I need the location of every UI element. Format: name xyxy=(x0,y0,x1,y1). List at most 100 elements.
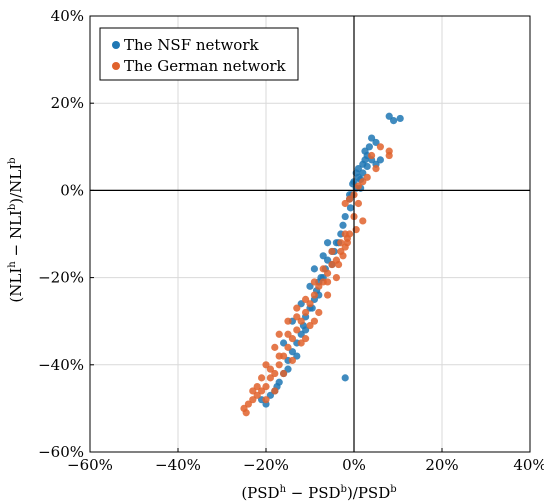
data-point-german xyxy=(297,317,305,325)
data-point-german xyxy=(284,317,292,325)
data-point-german xyxy=(354,199,362,208)
data-point-german xyxy=(284,343,292,351)
legend-marker-nsf xyxy=(112,41,120,49)
data-point-nsf xyxy=(284,365,292,373)
data-point-nsf xyxy=(385,112,393,120)
y-tick-label: −60% xyxy=(38,443,84,461)
legend-label-german: The German network xyxy=(124,57,287,75)
data-point-german xyxy=(335,260,343,269)
data-point-nsf xyxy=(341,212,349,221)
data-point-german xyxy=(240,404,248,412)
data-point-german xyxy=(368,151,376,160)
y-tick-label: 40% xyxy=(51,7,84,25)
data-point-german xyxy=(332,274,340,282)
data-point-nsf xyxy=(363,162,371,171)
data-point-german xyxy=(271,369,279,378)
y-axis-label: (NLIh − NLIb)/NLIb xyxy=(7,157,25,302)
data-point-german xyxy=(341,243,349,251)
legend: The NSF network The German network xyxy=(99,27,299,81)
data-point-german xyxy=(302,295,310,303)
data-point-german xyxy=(315,282,323,290)
data-point-nsf xyxy=(346,204,355,212)
data-point-german xyxy=(271,343,279,351)
y-tick-label: 20% xyxy=(51,94,84,112)
data-point-german xyxy=(359,178,367,186)
data-point-german xyxy=(310,291,318,299)
data-point-german xyxy=(275,352,283,360)
data-point-german xyxy=(253,383,261,391)
data-point-nsf xyxy=(306,282,314,290)
plot-frame xyxy=(89,15,531,453)
reference-lines xyxy=(90,16,530,452)
data-point-german xyxy=(253,391,261,399)
x-tick-label: 0% xyxy=(342,456,366,474)
data-point-german xyxy=(275,330,283,338)
data-point-german xyxy=(262,396,270,404)
y-tick-label: −20% xyxy=(38,269,84,287)
data-point-german xyxy=(306,321,314,330)
x-tick-label: 20% xyxy=(425,456,458,474)
data-point-german xyxy=(262,383,270,391)
data-point-german xyxy=(354,182,362,190)
data-point-german xyxy=(280,369,288,378)
data-point-german xyxy=(324,291,332,299)
x-tick-label: −60% xyxy=(67,456,113,474)
data-point-german xyxy=(244,400,252,408)
data-point-nsf xyxy=(341,374,349,382)
x-tick-label: −20% xyxy=(243,456,289,474)
data-point-nsf xyxy=(310,265,318,273)
data-point-nsf xyxy=(319,252,327,260)
data-point-nsf xyxy=(376,156,384,164)
data-point-german xyxy=(302,335,310,343)
data-point-german xyxy=(346,195,354,203)
data-point-german xyxy=(376,143,384,151)
data-point-german xyxy=(293,326,301,334)
data-point-nsf xyxy=(288,348,296,356)
legend-label-nsf: The NSF network xyxy=(124,36,259,54)
data-point-german xyxy=(341,199,349,208)
x-tick-label: −40% xyxy=(155,456,201,474)
data-point-nsf xyxy=(266,391,274,399)
data-point-german xyxy=(271,387,279,395)
data-point-german xyxy=(266,365,274,373)
data-point-german xyxy=(310,317,318,325)
data-point-german xyxy=(288,335,296,343)
y-tick-label: 0% xyxy=(60,181,84,199)
data-point-nsf xyxy=(339,221,347,229)
legend-box xyxy=(99,27,299,81)
data-point-german xyxy=(284,330,292,338)
data-point-german xyxy=(328,247,336,256)
data-point-german xyxy=(372,165,380,173)
data-point-german xyxy=(288,356,296,365)
data-point-german xyxy=(249,387,257,395)
data-point-nsf xyxy=(361,156,369,164)
data-point-german xyxy=(258,374,266,382)
x-axis-ticks: −60% −40% −20% 0% 20% 40% xyxy=(67,448,544,474)
y-tick-label: −40% xyxy=(38,356,84,374)
data-point-nsf xyxy=(280,339,288,347)
data-point-nsf xyxy=(372,138,380,147)
data-point-german xyxy=(385,151,393,160)
data-point-german xyxy=(337,239,345,247)
data-point-nsf xyxy=(390,117,398,125)
data-point-german xyxy=(275,361,283,369)
data-point-german xyxy=(266,374,274,382)
data-point-german xyxy=(262,361,270,369)
legend-marker-german xyxy=(112,62,120,70)
y-axis-ticks: −60% −40% −20% 0% 20% 40% xyxy=(38,7,94,461)
grid-lines xyxy=(89,15,531,453)
data-point-german xyxy=(293,304,301,312)
data-point-german xyxy=(363,173,371,181)
data-point-nsf xyxy=(297,330,305,338)
data-point-german xyxy=(328,260,336,269)
data-point-german xyxy=(339,252,347,260)
data-point-german xyxy=(359,217,367,225)
data-point-nsf xyxy=(359,169,367,177)
data-point-german xyxy=(315,308,323,317)
data-point-nsf xyxy=(302,326,310,334)
data-point-german xyxy=(319,265,327,273)
data-point-german xyxy=(310,278,318,286)
data-point-nsf xyxy=(396,114,404,123)
data-point-german xyxy=(343,234,351,242)
